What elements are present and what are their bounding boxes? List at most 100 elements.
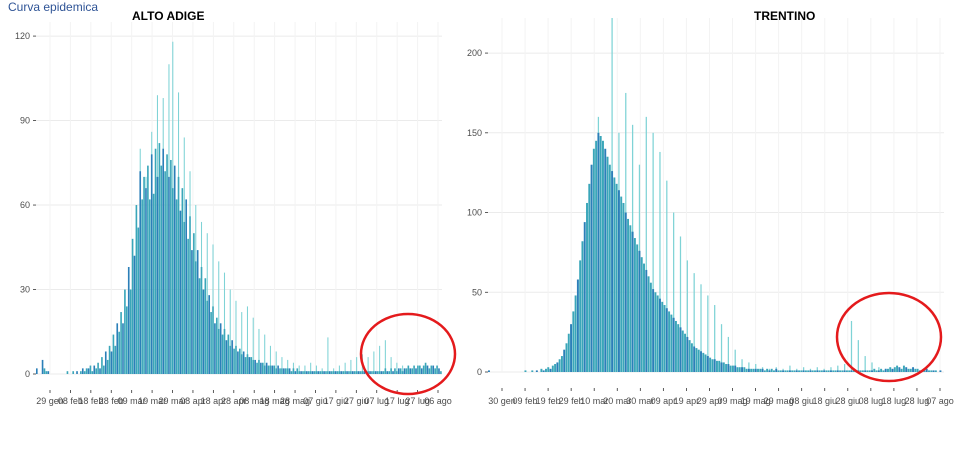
bar-series-1 — [110, 351, 113, 374]
bar-series-1 — [242, 351, 245, 374]
bar-series-1 — [695, 348, 698, 372]
x-tick-label: 18 feb — [78, 396, 103, 406]
bar-series-1 — [428, 368, 431, 374]
bar-series-1 — [763, 370, 766, 372]
bar-series-1 — [690, 343, 693, 372]
bar-series-1 — [713, 359, 716, 372]
x-tick-label: 09 apr — [651, 396, 677, 406]
bar-series-1 — [668, 311, 671, 372]
bar-series-1 — [342, 371, 345, 374]
x-tick-label: 08 feb — [58, 396, 83, 406]
bar-series-1 — [793, 370, 796, 372]
bar-series-1 — [191, 250, 193, 374]
bar-series-1 — [871, 370, 873, 372]
bar-series-2 — [844, 364, 846, 372]
bar-series-2 — [327, 337, 329, 374]
bar-series-2 — [741, 359, 743, 372]
bar-series-1 — [875, 370, 878, 372]
bar-series-1 — [284, 368, 287, 374]
highlight-circle-alto-adige — [359, 312, 457, 396]
bar-series-1 — [261, 362, 264, 374]
bar-series-2 — [679, 236, 682, 372]
bar-series-1 — [711, 359, 714, 372]
bar-series-1 — [315, 371, 318, 374]
bar-series-1 — [229, 345, 232, 374]
bar-series-1 — [221, 334, 224, 374]
bar-series-1 — [118, 331, 120, 374]
bar-series-1 — [741, 367, 744, 372]
bar-series-1 — [754, 368, 757, 372]
x-tick-label: 29 mag — [764, 396, 794, 406]
bar-series-1 — [814, 370, 816, 372]
bar-series-1 — [135, 205, 138, 374]
bar-series-1 — [583, 222, 586, 372]
bar-series-2 — [350, 359, 352, 374]
bar-series-1 — [97, 362, 99, 374]
bar-series-1 — [647, 276, 650, 372]
bar-series-1 — [248, 357, 251, 374]
bar-series-1 — [306, 371, 308, 374]
bar-series-1 — [378, 371, 381, 374]
bar-series-1 — [124, 289, 126, 374]
bar-series-1 — [649, 282, 652, 372]
bar-series-1 — [590, 164, 593, 372]
bar-series-1 — [549, 368, 552, 372]
y-tick-label: 90 — [20, 116, 30, 126]
bar-series-1 — [620, 196, 623, 372]
bar-series-1 — [424, 362, 427, 374]
bar-series-1 — [208, 295, 210, 374]
bar-series-1 — [852, 370, 855, 372]
bar-series-1 — [210, 312, 212, 374]
bar-series-1 — [300, 371, 302, 374]
bar-series-1 — [887, 368, 889, 372]
bar-series-2 — [229, 289, 231, 374]
bar-series-1 — [93, 365, 96, 374]
bar-series-1 — [934, 370, 937, 372]
bar-series-1 — [633, 238, 636, 372]
bar-series-2 — [857, 340, 859, 372]
bar-series-2 — [281, 357, 283, 374]
bar-series-1 — [745, 368, 748, 372]
bar-series-1 — [254, 359, 256, 374]
x-tick-label: 10 mar — [580, 396, 608, 406]
bar-series-2 — [686, 260, 688, 372]
bar-series-1 — [800, 370, 803, 372]
bar-series-2 — [218, 261, 220, 374]
bar-series-1 — [542, 370, 545, 372]
y-tick-label: 120 — [15, 31, 30, 41]
bar-series-1 — [317, 371, 320, 374]
bar-series-1 — [674, 320, 677, 372]
bar-series-1 — [768, 370, 771, 372]
bar-series-2 — [789, 365, 791, 372]
bar-series-1 — [355, 371, 358, 374]
x-tick-label: 08 lug — [859, 396, 884, 406]
bar-series-1 — [830, 370, 832, 372]
bar-series-2 — [864, 356, 866, 372]
bar-series-1 — [438, 368, 440, 374]
bar-series-2 — [396, 362, 398, 374]
y-tick-label: 200 — [467, 48, 482, 58]
bar-series-2 — [707, 295, 709, 372]
bar-series-1 — [325, 371, 327, 374]
bar-series-1 — [704, 354, 707, 372]
bar-series-2 — [837, 365, 839, 372]
bar-series-2 — [734, 349, 736, 372]
bar-series-1 — [640, 257, 643, 372]
x-tick-label: 28 feb — [99, 396, 124, 406]
bar-series-2 — [802, 367, 805, 372]
bar-series-1 — [394, 368, 396, 374]
bar-series-1 — [882, 370, 885, 372]
bar-series-1 — [563, 349, 566, 372]
bar-series-2 — [871, 362, 873, 372]
bar-series-1 — [150, 154, 153, 374]
x-tick-label: 18 mag — [260, 396, 290, 406]
bar-series-1 — [99, 368, 101, 374]
bar-series-1 — [939, 370, 942, 372]
bar-series-1 — [371, 371, 373, 374]
bar-series-1 — [311, 371, 314, 374]
bar-series-1 — [827, 370, 830, 372]
bar-series-1 — [843, 370, 846, 372]
bar-series-1 — [905, 367, 908, 372]
bar-series-1 — [336, 371, 339, 374]
bar-series-1 — [747, 368, 750, 372]
